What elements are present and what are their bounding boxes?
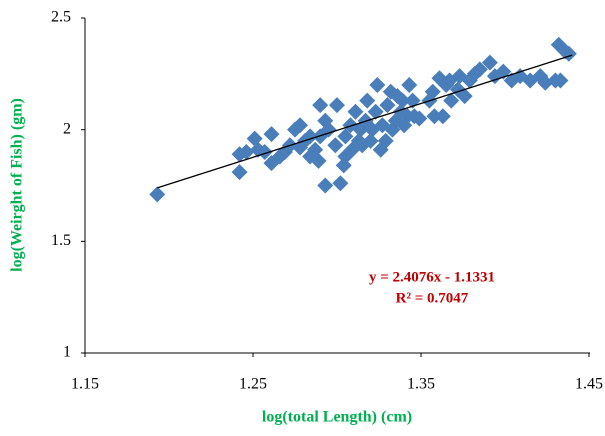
x-tick-label: 1.25 (239, 376, 267, 393)
point (320, 121, 337, 138)
point (332, 175, 349, 192)
point (362, 132, 379, 149)
point (312, 97, 329, 114)
point (411, 110, 428, 127)
point (310, 152, 327, 169)
point (347, 103, 364, 120)
point (377, 132, 394, 149)
point (471, 61, 488, 78)
point (238, 144, 255, 160)
point (401, 77, 418, 93)
point (434, 108, 451, 125)
point (384, 121, 401, 138)
point (424, 83, 441, 100)
r-squared: R² = 0.7047 (396, 290, 469, 306)
point (379, 97, 396, 114)
point (231, 164, 248, 181)
point (426, 108, 443, 125)
point (552, 72, 569, 89)
point (327, 137, 344, 154)
point (149, 186, 166, 203)
point (481, 54, 498, 71)
point (292, 117, 309, 134)
y-tick-label: 1.5 (51, 232, 71, 249)
y-tick-label: 2.5 (51, 9, 71, 26)
point (369, 77, 386, 93)
x-axis-title: log(total Length) (cm) (262, 409, 412, 426)
equation: y = 2.4076x - 1.1331 (369, 269, 495, 285)
x-tick-label: 1.35 (407, 376, 435, 393)
trendline (157, 54, 573, 189)
point (263, 126, 280, 143)
point (352, 121, 369, 138)
y-axis-title: log(Weirght of Fish) (gm) (9, 98, 26, 272)
x-tick-label: 1.45 (575, 376, 603, 393)
point (394, 92, 411, 109)
point (317, 177, 334, 194)
x-tick-label: 1.15 (71, 376, 99, 393)
point (367, 103, 384, 120)
point (443, 92, 460, 109)
y-tick-label: 2 (63, 120, 71, 137)
point (359, 92, 376, 109)
point (287, 121, 303, 138)
point (364, 121, 381, 138)
point (337, 128, 354, 145)
point (317, 112, 334, 129)
y-tick-label: 1 (63, 344, 71, 361)
point (329, 97, 345, 114)
point (456, 88, 473, 105)
point (256, 144, 273, 160)
